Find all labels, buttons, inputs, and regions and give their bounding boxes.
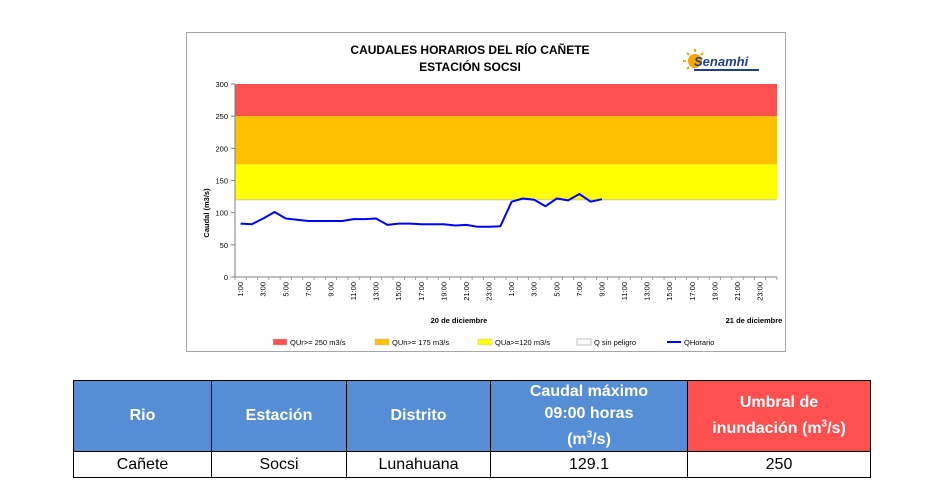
x-tick-label: 3:00	[530, 282, 539, 297]
x-tick-label: 5:00	[552, 282, 561, 297]
x-tick-label: 19:00	[710, 282, 719, 301]
svg-text:QUa>=120 m3/s: QUa>=120 m3/s	[495, 338, 550, 347]
series-line-QHorario	[240, 193, 603, 228]
svg-text:QUr>= 250 m3/s: QUr>= 250 m3/s	[290, 338, 346, 347]
x-tick-label: 19:00	[439, 282, 448, 301]
x-tick-label: 23:00	[756, 282, 765, 301]
date-label-2: 21 de diciembre	[726, 316, 783, 325]
legend: QUr>= 250 m3/s QUn>= 175 m3/s QUa>=120 m…	[272, 338, 714, 347]
info-table: Rio Estación Distrito Caudal máximo 09:0…	[73, 379, 871, 479]
cell-rio: Cañete	[73, 451, 212, 479]
x-tick-label: 15:00	[394, 282, 403, 301]
x-tick-label: 23:00	[485, 282, 494, 301]
x-tick-label: 11:00	[620, 282, 629, 300]
x-tick-label: 13:00	[372, 282, 381, 301]
svg-text:QUn>= 175 m3/s: QUn>= 175 m3/s	[392, 338, 449, 347]
svg-text:Q sin peligro: Q sin peligro	[594, 338, 636, 347]
chart: 0 50 100 150 200 250 300 1:00 3:00 5:00 7:00 9:00 1…	[202, 42, 783, 347]
table-header-row: Rio Estación Distrito Caudal máximo 09:0…	[73, 379, 871, 453]
y-axis-label: Caudal (m3/s)	[202, 188, 211, 238]
legend-item-qhorario: QHorario	[667, 338, 714, 347]
header-umbral-line1: Umbral de	[739, 394, 819, 411]
x-tick-label: 11:00	[349, 282, 358, 300]
header-umbral-line2: inundación (m3/s)	[712, 419, 846, 438]
x-tick-label: 9:00	[597, 282, 606, 297]
x-tick-label: 5:00	[281, 282, 290, 297]
legend-item-orange: QUn>= 175 m3/s	[374, 338, 449, 347]
header-umbral: Umbral de inundación (m3/s)	[687, 379, 871, 453]
header-caudal-line1: Caudal máximo	[529, 383, 649, 400]
y-tick-label: 150	[215, 177, 228, 186]
svg-text:QHorario: QHorario	[684, 338, 714, 347]
header-caudal-line2: 09:00 horas	[544, 405, 634, 422]
sun-icon	[683, 49, 704, 70]
senamhi-logo: Senamhi	[683, 49, 759, 71]
threshold-band-3	[235, 199, 777, 277]
cell-distrito: Lunahuana	[346, 451, 491, 479]
y-tick-label: 0	[224, 273, 228, 282]
chart-subtitle: ESTACIÓN SOCSI	[419, 59, 521, 74]
header-rio: Rio	[73, 379, 212, 453]
x-tick-label: 15:00	[665, 282, 674, 301]
legend-item-yellow: QUa>=120 m3/s	[477, 338, 550, 347]
x-tick-label: 13:00	[643, 282, 652, 301]
x-tick-label: 9:00	[326, 282, 335, 297]
threshold-band-1	[235, 116, 777, 165]
y-tick-label: 300	[215, 80, 228, 89]
cell-estacion: Socsi	[211, 451, 347, 479]
x-tick-label: 7:00	[304, 282, 313, 297]
chart-frame: 0 50 100 150 200 250 300 1:00 3:00 5:00 7:00 9:00 1…	[186, 32, 786, 352]
y-tick-label: 100	[215, 209, 228, 218]
legend-item-red: QUr>= 250 m3/s	[272, 338, 346, 347]
x-tick-label: 21:00	[462, 282, 471, 301]
y-tick-label: 250	[215, 112, 228, 121]
cell-caudal: 129.1	[490, 451, 688, 479]
chart-title: CAUDALES HORARIOS DEL RÍO CAÑETE	[350, 42, 589, 57]
header-distrito: Distrito	[346, 379, 491, 453]
x-tick-label: 3:00	[259, 282, 268, 297]
x-tick-label: 17:00	[417, 282, 426, 301]
header-estacion: Estación	[211, 379, 347, 453]
x-tick-label: 7:00	[575, 282, 584, 297]
threshold-band-2	[235, 164, 777, 200]
threshold-band-0	[235, 84, 777, 117]
legend-item-white: Q sin peligro	[576, 338, 636, 347]
header-caudal: Caudal máximo 09:00 horas (m3/s)	[490, 379, 688, 453]
x-tick-label: 17:00	[688, 282, 697, 301]
y-tick-label: 200	[215, 144, 228, 153]
y-tick-label: 50	[220, 241, 228, 250]
x-tick-label: 1:00	[236, 282, 245, 297]
cell-umbral: 250	[687, 451, 871, 479]
table-row: Cañete Socsi Lunahuana 129.1 250	[73, 451, 871, 479]
x-tick-label: 1:00	[507, 282, 516, 297]
logo-text: Senamhi	[694, 54, 749, 69]
date-label-1: 20 de diciembre	[431, 316, 488, 325]
header-caudal-line3: (m3/s)	[567, 430, 611, 449]
x-tick-label: 21:00	[733, 282, 742, 301]
